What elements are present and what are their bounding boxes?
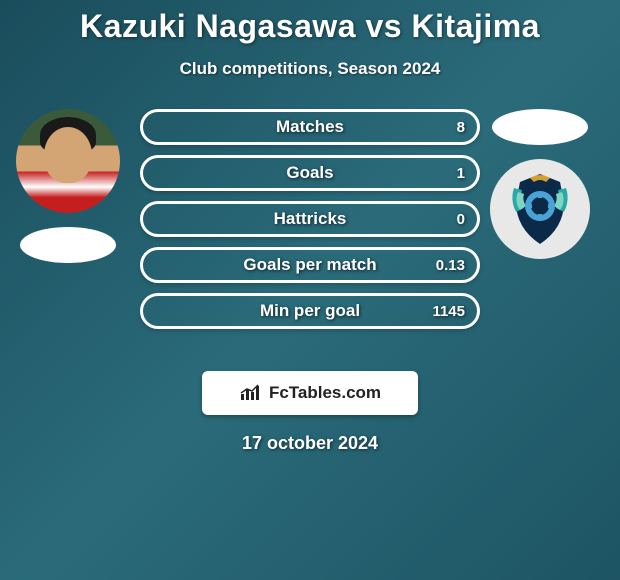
stat-row-goals: Goals 1 xyxy=(140,155,480,191)
player-avatar-left xyxy=(16,109,120,213)
stat-label: Min per goal xyxy=(260,301,360,321)
stat-row-hattricks: Hattricks 0 xyxy=(140,201,480,237)
stat-value-right: 1145 xyxy=(432,303,465,320)
club-badge-right xyxy=(490,159,590,259)
stat-label: Matches xyxy=(276,117,344,137)
team-badge-right xyxy=(492,109,588,145)
stat-label: Goals xyxy=(286,163,333,183)
stats-list: Matches 8 Goals 1 Hattricks 0 Goals per … xyxy=(140,109,480,329)
stat-row-matches: Matches 8 xyxy=(140,109,480,145)
stat-row-min-per-goal: Min per goal 1145 xyxy=(140,293,480,329)
team-badge-left xyxy=(20,227,116,263)
stat-value-right: 0 xyxy=(457,211,465,228)
stat-label: Goals per match xyxy=(243,255,376,275)
page-subtitle: Club competitions, Season 2024 xyxy=(0,59,620,79)
stat-value-right: 1 xyxy=(457,165,465,182)
page-title: Kazuki Nagasawa vs Kitajima xyxy=(0,8,620,45)
shield-icon xyxy=(508,172,572,246)
bar-chart-icon xyxy=(239,384,263,402)
branding-text: FcTables.com xyxy=(269,383,381,403)
stat-value-right: 0.13 xyxy=(436,257,465,274)
stat-value-right: 8 xyxy=(457,119,465,136)
date-label: 17 october 2024 xyxy=(0,433,620,454)
stat-row-goals-per-match: Goals per match 0.13 xyxy=(140,247,480,283)
left-player-column xyxy=(8,109,128,263)
right-player-column xyxy=(480,109,600,259)
stat-label: Hattricks xyxy=(274,209,347,229)
comparison-area: Matches 8 Goals 1 Hattricks 0 Goals per … xyxy=(0,109,620,349)
branding-badge[interactable]: FcTables.com xyxy=(202,371,418,415)
